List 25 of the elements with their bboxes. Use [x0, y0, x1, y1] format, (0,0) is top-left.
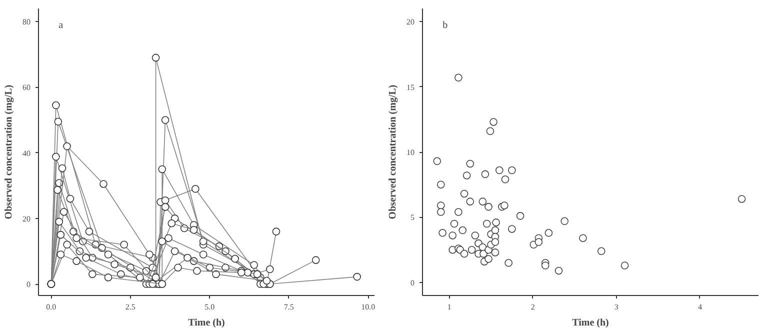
y-tick-label: 0	[410, 278, 414, 288]
annotation: b	[442, 20, 448, 32]
y-tick-label: 20	[22, 214, 30, 224]
y-tick-label: 0	[26, 280, 30, 290]
x-tick-label: 2	[530, 302, 535, 312]
x-tick-label: 2.5	[125, 302, 136, 312]
y-axis-title: Observed concentration (mg/L)	[4, 84, 14, 220]
y-tick-label: 80	[22, 18, 30, 27]
x-tick-label: 5.0	[204, 302, 215, 312]
y-tick-label: 15	[406, 82, 414, 92]
y-tick-label: 60	[22, 83, 30, 92]
y-tick-label: 40	[22, 148, 30, 158]
y-axis-title: Observed concentration (mg/L)	[388, 84, 398, 220]
x-axis-title: Time (h)	[572, 318, 609, 328]
y-tick-label: 10	[406, 148, 414, 157]
y-tick-label: 5	[410, 213, 414, 222]
annotation: a	[58, 20, 64, 32]
y-tick-label: 20	[406, 18, 414, 27]
x-axis-title: Time (h)	[188, 318, 225, 328]
x-tick-label: 1	[447, 302, 452, 312]
x-tick-label: 7.5	[284, 302, 294, 312]
x-tick-label: 0.0	[46, 302, 56, 312]
x-tick-label: 4	[698, 302, 702, 312]
x-tick-label: 10.0	[361, 302, 376, 312]
x-tick-label: 3	[614, 302, 618, 312]
